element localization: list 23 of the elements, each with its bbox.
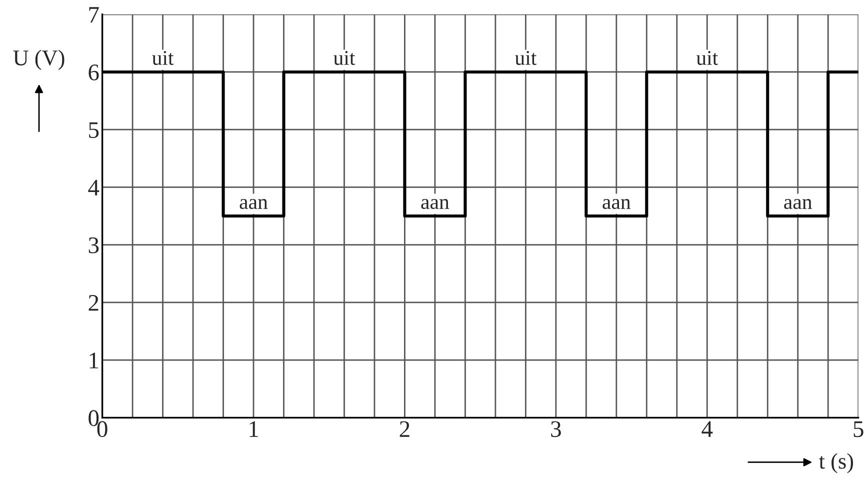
y-tick-label: 4 (88, 180, 100, 196)
annotation: uit (514, 50, 537, 65)
x-tick-label: 5 (854, 421, 864, 438)
y-tick-label: 5 (89, 122, 99, 138)
annotation: uit (696, 50, 718, 65)
x-axis-title: t (s) (819, 453, 854, 474)
y-tick-label: 0 (88, 410, 99, 426)
annotation: uit (152, 50, 174, 65)
annotation: uit (334, 50, 356, 65)
x-tick-label: 4 (702, 421, 713, 437)
y-tick-label: 2 (88, 295, 98, 311)
annotation: aan (784, 198, 812, 210)
x-tick-label: 2 (400, 421, 410, 437)
x-tick-label: 1 (250, 421, 258, 437)
y-tick-label: 1 (90, 352, 98, 368)
y-tick-label: 7 (89, 7, 99, 23)
annotation: aan (240, 198, 268, 210)
x-tick-label: 3 (551, 421, 561, 438)
annotation: aan (602, 198, 631, 210)
y-tick-label: 6 (88, 64, 99, 80)
annotation: aan (421, 198, 450, 210)
y-tick-label: 3 (88, 237, 99, 254)
y-axis-title: U (V) (13, 50, 64, 70)
